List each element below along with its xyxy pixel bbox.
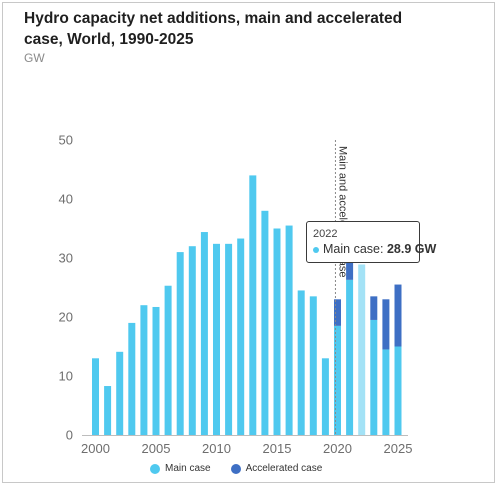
bar-main-case bbox=[176, 252, 184, 435]
legend-swatch-accelerated bbox=[230, 463, 241, 474]
bar-accelerated-case bbox=[382, 299, 390, 350]
bar-main-case bbox=[237, 238, 245, 435]
bar-main-case bbox=[249, 175, 257, 435]
bar-tooltip: 2022 Main case: 28.9 GW bbox=[306, 221, 436, 263]
bar-main-case bbox=[261, 210, 269, 435]
y-tick-label: 50 bbox=[59, 133, 73, 148]
bar-main-case bbox=[140, 305, 148, 435]
legend-item-accelerated[interactable]: Accelerated case bbox=[230, 463, 323, 474]
bar-main-case bbox=[309, 296, 317, 435]
x-tick-label: 2005 bbox=[142, 441, 171, 456]
bar-main-case bbox=[152, 306, 160, 435]
chart-unit: GW bbox=[24, 51, 45, 65]
x-tick-label: 2015 bbox=[263, 441, 292, 456]
bar-main-case bbox=[128, 322, 136, 435]
bar-main-case bbox=[285, 225, 293, 435]
tooltip-row: Main case: 28.9 GW bbox=[313, 241, 436, 258]
x-tick-label: 2000 bbox=[81, 441, 110, 456]
tooltip-label: Main case: bbox=[323, 242, 384, 256]
bar-main-case bbox=[200, 232, 208, 435]
y-tick-label: 10 bbox=[59, 369, 73, 384]
x-tick-label: 2010 bbox=[202, 441, 231, 456]
bar-main-case bbox=[225, 243, 233, 435]
bar-main-case bbox=[297, 290, 305, 435]
legend-label-main: Main case bbox=[165, 463, 211, 474]
chart-legend: Main case Accelerated case bbox=[150, 463, 342, 474]
bar-main-case bbox=[116, 351, 124, 435]
bar-main-case bbox=[346, 279, 354, 435]
legend-item-main[interactable]: Main case bbox=[150, 463, 211, 474]
bar-accelerated-case bbox=[346, 258, 354, 280]
chart-title: Hydro capacity net additions, main and a… bbox=[24, 10, 403, 48]
tooltip-value: 28.9 GW bbox=[386, 242, 437, 256]
bar-main-case bbox=[334, 325, 341, 435]
tooltip-year: 2022 bbox=[313, 228, 338, 240]
bar-main-case bbox=[382, 349, 390, 435]
bar-accelerated-case bbox=[394, 284, 402, 347]
legend-label-accelerated: Accelerated case bbox=[245, 463, 323, 474]
bar-main-case bbox=[104, 386, 112, 435]
x-tick-label: 2020 bbox=[323, 441, 352, 456]
legend-swatch-main bbox=[150, 463, 160, 474]
bar-main-case bbox=[394, 346, 402, 435]
bar-main-case bbox=[358, 264, 366, 435]
y-tick-label: 40 bbox=[59, 192, 73, 207]
bar-main-case bbox=[321, 358, 329, 435]
bar-accelerated-case bbox=[334, 299, 341, 326]
bar-main-case bbox=[273, 228, 281, 435]
y-tick-label: 20 bbox=[59, 310, 73, 325]
x-tick-label: 2025 bbox=[384, 441, 413, 456]
bar-main-case bbox=[213, 243, 220, 435]
y-tick-label: 30 bbox=[59, 251, 73, 266]
bar-accelerated-case bbox=[370, 296, 378, 320]
bar-main-case bbox=[188, 246, 196, 435]
y-tick-label: 0 bbox=[66, 428, 73, 443]
bar-main-case bbox=[370, 319, 378, 435]
chart-frame bbox=[2, 2, 495, 483]
bar-main-case bbox=[164, 285, 172, 435]
bar-main-case bbox=[92, 358, 99, 435]
tooltip-dot-icon bbox=[313, 246, 319, 253]
